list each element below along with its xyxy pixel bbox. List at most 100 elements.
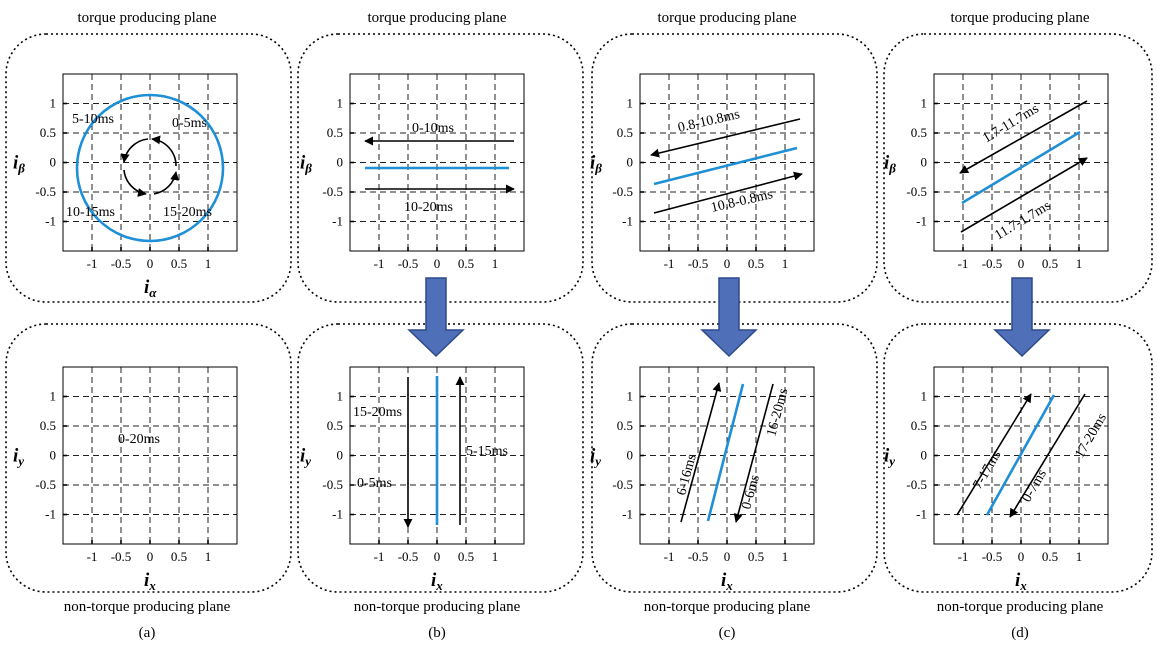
top-plane-label: torque producing plane bbox=[367, 10, 506, 26]
x-tick-label: 1 bbox=[1076, 256, 1083, 271]
x-tick-label: -1 bbox=[958, 256, 969, 271]
down-arrow-icon bbox=[993, 277, 1051, 358]
trajectory-arrow bbox=[650, 118, 801, 158]
annotation-label: 0-10ms bbox=[412, 121, 454, 136]
y-tick-label: 0 bbox=[337, 448, 344, 463]
x-tick-label: 0.5 bbox=[458, 256, 474, 271]
y-tick-label: 1 bbox=[627, 96, 634, 111]
y-tick-label: -0.5 bbox=[906, 184, 927, 199]
y-tick-label: 1 bbox=[921, 96, 928, 111]
y-axis-label: iβ bbox=[590, 153, 602, 176]
y-tick-label: -1 bbox=[622, 507, 633, 522]
plot-axes: -1 -0.5 0 0.5 1 1 0.5 0 -0.5 -1 ix iy bbox=[884, 366, 1109, 593]
x-tick-label: 1 bbox=[492, 256, 499, 271]
x-tick-label: 0.5 bbox=[748, 549, 764, 564]
y-tick-label: 0 bbox=[50, 448, 57, 463]
non-torque-plane-plot: -1 -0.5 0 0.5 1 1 0.5 0 -0.5 -1 ix iy 0-20ms bbox=[13, 366, 238, 593]
y-tick-label: -1 bbox=[916, 507, 927, 522]
annotation-label: 5-10ms bbox=[72, 112, 114, 127]
x-tick-label: 0 bbox=[434, 256, 441, 271]
trajectory-arrow bbox=[959, 100, 1088, 174]
y-tick-label: 0 bbox=[921, 155, 928, 170]
annotation-label: 10.8-0.8ms bbox=[710, 187, 775, 216]
x-tick-label: 0.5 bbox=[171, 256, 187, 271]
y-tick-label: 0.5 bbox=[911, 418, 927, 433]
y-tick-label: -1 bbox=[45, 507, 56, 522]
y-tick-label: 1 bbox=[50, 96, 57, 111]
x-axis-label: ix bbox=[721, 570, 733, 593]
x-axis-label: ix bbox=[1015, 570, 1027, 593]
bottom-plane-label: non-torque producing plane bbox=[644, 599, 811, 615]
panel-caption: (c) bbox=[719, 625, 736, 641]
x-axis-label: iα bbox=[144, 277, 157, 300]
annotation-label: 5-15ms bbox=[466, 444, 508, 459]
annotation-label: 0-6ms bbox=[739, 473, 763, 511]
y-tick-label: 0.5 bbox=[40, 125, 56, 140]
x-tick-label: 0 bbox=[724, 549, 731, 564]
top-plane-label: torque producing plane bbox=[657, 10, 796, 26]
x-tick-label: 1 bbox=[1076, 549, 1083, 564]
x-tick-label: 1 bbox=[205, 549, 212, 564]
panel-d: torque producing plane non-torque produc… bbox=[883, 10, 1153, 641]
bottom-plane-box bbox=[883, 323, 1153, 593]
x-tick-label: -1 bbox=[87, 256, 98, 271]
panel-b: torque producing plane non-torque produc… bbox=[297, 10, 584, 641]
bottom-plane-label: non-torque producing plane bbox=[354, 599, 521, 615]
x-tick-label: 0.5 bbox=[748, 256, 764, 271]
y-tick-label: -0.5 bbox=[322, 184, 343, 199]
annotation-label: 11.7-1.7ms bbox=[992, 198, 1053, 243]
x-tick-label: -1 bbox=[374, 256, 385, 271]
y-tick-label: 1 bbox=[921, 389, 928, 404]
annotation-label: 0-20ms bbox=[118, 432, 160, 447]
y-tick-label: -0.5 bbox=[35, 184, 56, 199]
top-plane-box bbox=[5, 33, 292, 303]
y-tick-label: 1 bbox=[337, 96, 344, 111]
bottom-plane-box bbox=[591, 323, 878, 593]
panel-c: torque producing plane non-torque produc… bbox=[590, 10, 878, 641]
x-tick-label: 0.5 bbox=[171, 549, 187, 564]
x-tick-label: -1 bbox=[664, 549, 675, 564]
y-tick-label: 0.5 bbox=[617, 418, 633, 433]
x-tick-label: 1 bbox=[782, 256, 789, 271]
annotation-label: 10-20ms bbox=[404, 200, 453, 215]
x-tick-label: 0 bbox=[147, 549, 154, 564]
y-tick-label: -0.5 bbox=[612, 184, 633, 199]
trajectory-arrow bbox=[680, 382, 722, 523]
y-tick-label: 0 bbox=[627, 155, 634, 170]
panel-caption: (d) bbox=[1011, 625, 1029, 641]
y-tick-label: -1 bbox=[332, 507, 343, 522]
non-torque-plane-plot: -1 -0.5 0 0.5 1 1 0.5 0 -0.5 -1 ix iy 6-16ms 16-20m… bbox=[590, 366, 815, 593]
trajectory-arrow bbox=[733, 383, 774, 523]
plot-axes: -1 -0.5 0 0.5 1 1 0.5 0 -0.5 -1 ix iy bbox=[13, 366, 238, 593]
bottom-plane-label: non-torque producing plane bbox=[64, 599, 231, 615]
annotation-label: 0.8-10.8ms bbox=[677, 107, 742, 136]
down-arrow-icon bbox=[407, 277, 465, 358]
annotation-label: 1.7-11.7ms bbox=[980, 101, 1041, 146]
y-tick-label: -0.5 bbox=[35, 477, 56, 492]
top-plane-label: torque producing plane bbox=[77, 10, 216, 26]
annotation-label: 15-20ms bbox=[353, 405, 402, 420]
x-tick-label: 0 bbox=[434, 549, 441, 564]
x-tick-label: 0 bbox=[1018, 256, 1025, 271]
x-tick-label: 1 bbox=[492, 549, 499, 564]
top-plane-label: torque producing plane bbox=[950, 10, 1089, 26]
panel-a: torque producing plane non-torque produc… bbox=[5, 10, 292, 641]
x-tick-label: -0.5 bbox=[111, 256, 132, 271]
annotation-label: 0-5ms bbox=[357, 476, 392, 491]
y-tick-label: -0.5 bbox=[906, 477, 927, 492]
trajectory-arrow bbox=[960, 157, 1088, 233]
y-tick-label: -1 bbox=[45, 214, 56, 229]
black-circle-trajectory bbox=[120, 135, 180, 197]
annotation-label: 15-20ms bbox=[163, 205, 212, 220]
x-tick-label: 0 bbox=[1018, 549, 1025, 564]
trajectory-arrow bbox=[1009, 393, 1086, 518]
y-axis-label: iβ bbox=[884, 153, 896, 176]
annotation-label: 10-15ms bbox=[66, 205, 115, 220]
x-axis-label: ix bbox=[431, 570, 443, 593]
y-tick-label: -1 bbox=[622, 214, 633, 229]
x-axis-label: ix bbox=[144, 570, 156, 593]
